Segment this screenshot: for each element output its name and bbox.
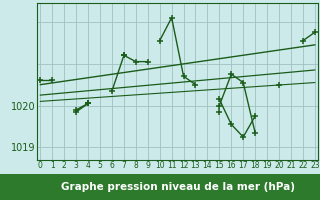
Text: Graphe pression niveau de la mer (hPa): Graphe pression niveau de la mer (hPa) xyxy=(60,182,295,192)
